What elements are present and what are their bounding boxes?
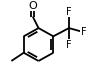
Text: F: F (66, 40, 72, 50)
Text: F: F (81, 27, 87, 37)
Text: O: O (28, 1, 37, 11)
Text: F: F (66, 7, 72, 17)
